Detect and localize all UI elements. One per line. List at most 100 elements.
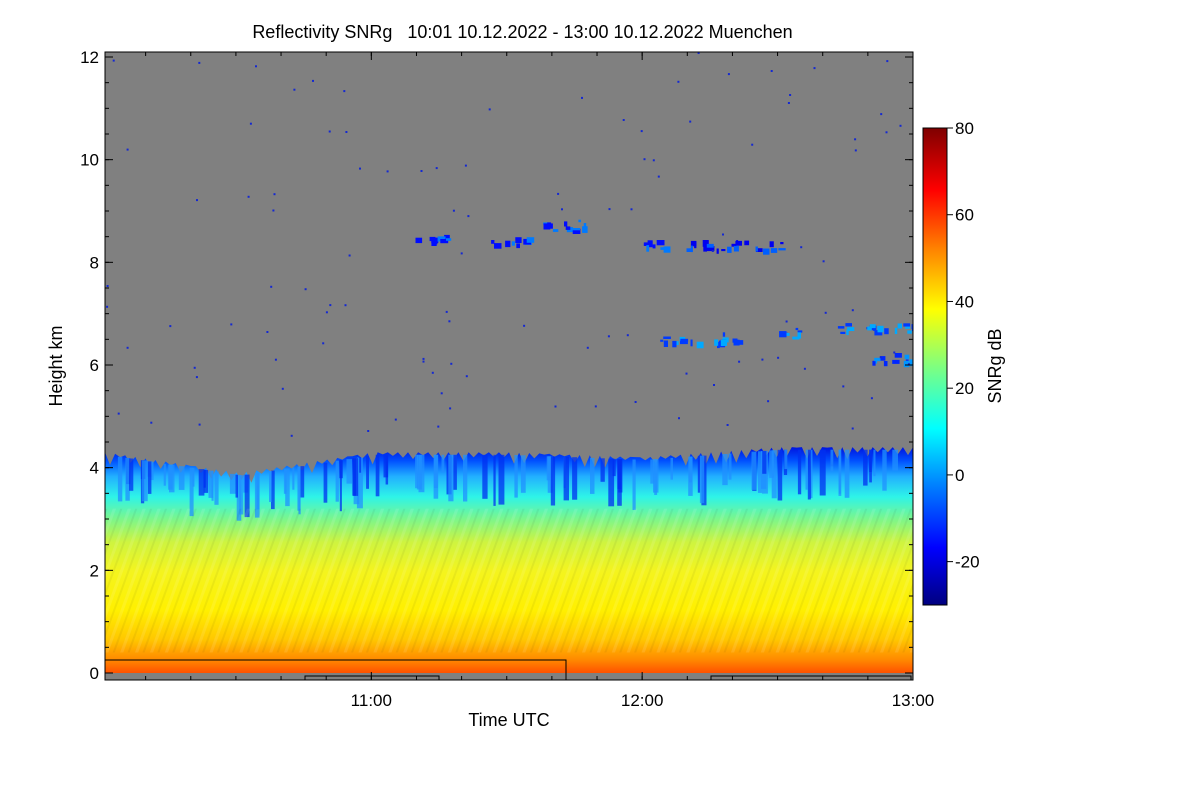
cloud-6.7km-c-cell: [873, 326, 876, 331]
x-tick-label: 11:00: [351, 691, 392, 710]
echo-streak: [550, 456, 556, 506]
noise-pixel: [607, 335, 610, 338]
cirrus-8km-d-cell: [733, 245, 739, 252]
y-tick-label: 4: [90, 459, 99, 478]
cloud-6.5km-a-cell: [663, 340, 668, 347]
echo-streak: [269, 470, 272, 502]
noise-pixel: [304, 288, 307, 291]
echo-streak: [292, 467, 295, 490]
cirrus-8km-a-cell: [441, 236, 445, 241]
noise-pixel: [726, 424, 729, 426]
noise-pixel: [697, 52, 700, 54]
cirrus-8km-d-cell: [702, 240, 709, 247]
echo-streak: [777, 449, 783, 501]
noise-pixel: [722, 233, 724, 236]
cloud-6.7km-c-cell: [845, 323, 852, 327]
noise-pixel: [106, 305, 109, 308]
cirrus-8km-d-cell: [727, 246, 732, 253]
echo-streak: [353, 458, 359, 496]
cirrus-8km-a-cell: [415, 237, 423, 244]
echo-streak: [178, 466, 185, 490]
noise-pixel: [281, 387, 284, 390]
noise-pixel: [488, 108, 491, 111]
noise-pixel: [594, 405, 597, 408]
noise-pixel: [329, 304, 332, 307]
noise-pixel: [561, 208, 563, 211]
cirrus-8km-d-cell: [763, 248, 770, 255]
cloud-6.5km-b-cell: [797, 332, 801, 339]
echo-streak: [654, 459, 658, 495]
echo-streak: [809, 449, 813, 499]
noise-pixel: [886, 60, 889, 63]
noise-pixel: [328, 130, 331, 133]
noise-pixel: [193, 366, 196, 369]
noise-pixel: [893, 351, 896, 354]
noise-pixel: [117, 412, 120, 415]
noise-pixel: [422, 357, 425, 360]
cloud-6.5km-b-cell: [795, 327, 799, 331]
cirrus-8km-a-cell: [444, 234, 450, 241]
y-tick-label: 2: [90, 561, 99, 580]
cloud-6.1km-d-cell: [892, 359, 900, 364]
noise-pixel: [422, 360, 425, 363]
noise-pixel: [630, 208, 633, 211]
noise-pixel: [854, 149, 857, 152]
cirrus-8km-b-cell: [511, 241, 515, 246]
noise-pixel: [343, 90, 346, 93]
echo-streak: [236, 474, 242, 521]
cloud-6.7km-c-cell: [877, 325, 884, 333]
echo-streak: [300, 466, 305, 498]
echo-streak: [335, 460, 339, 502]
noise-pixel: [581, 96, 583, 99]
noise-pixel: [800, 246, 803, 249]
colorbar-tick-label: 0: [955, 466, 964, 485]
cirrus-8km-d-cell: [731, 243, 737, 247]
noise-pixel: [325, 311, 328, 314]
cloud-6.5km-a-cell: [717, 341, 720, 349]
noise-pixel: [126, 148, 129, 151]
cirrus-8.7km-cell: [552, 229, 559, 232]
cloud-6.7km-c-cell: [867, 326, 872, 331]
noise-pixel: [640, 130, 643, 133]
cirrus-8km-a-cell: [429, 236, 436, 242]
noise-pixel: [322, 342, 325, 345]
noise-pixel: [112, 59, 115, 62]
echo-streak: [618, 459, 623, 493]
cirrus-8km-a-cell: [431, 239, 437, 246]
echo-streak: [572, 457, 578, 500]
noise-pixel: [270, 285, 273, 288]
chart-title: Reflectivity SNRg 10:01 10.12.2022 - 13:…: [252, 22, 793, 42]
echo-streak: [359, 457, 362, 473]
cloud-6.1km-d-cell: [909, 359, 913, 367]
echo-streak: [339, 460, 342, 512]
cirrus-8km-c-cell: [646, 245, 650, 252]
echo-streak: [600, 458, 605, 482]
cirrus-8.7km-cell: [578, 219, 581, 223]
cloud-6.7km-c-cell: [847, 327, 855, 331]
echo-streak: [298, 466, 301, 515]
echo-streak: [356, 457, 363, 509]
noise-pixel: [169, 325, 172, 328]
cirrus-8km-c-cell: [656, 240, 665, 246]
cirrus-8.7km-cell: [545, 223, 552, 227]
cirrus-8km-b-cell: [505, 240, 511, 248]
cirrus-8km-d-cell: [780, 242, 784, 245]
echo-streak: [493, 454, 496, 506]
noise-pixel: [713, 384, 715, 386]
cloud-6.5km-a-cell: [675, 341, 679, 346]
echo-streak: [244, 474, 250, 518]
cirrus-8km-d-cell: [735, 240, 742, 246]
cloud-6.7km-c-cell: [874, 330, 883, 336]
noise-pixel: [249, 122, 252, 125]
noise-pixel: [770, 70, 773, 72]
noise-pixels: [106, 52, 910, 437]
colorbar-tick-label: 80: [955, 119, 974, 138]
axes: 0 2 4 6 8 10 12 11:00 12:00 13:00: [80, 48, 934, 710]
echo-streak: [838, 449, 841, 494]
noise-pixel: [557, 192, 560, 195]
echo-streak: [208, 470, 214, 498]
cirrus-8km-d-cell: [755, 246, 758, 252]
noise-pixel: [851, 309, 854, 312]
cirrus-8km-d-cell: [686, 248, 692, 252]
cloud-6.7km-c-cell: [897, 323, 902, 329]
